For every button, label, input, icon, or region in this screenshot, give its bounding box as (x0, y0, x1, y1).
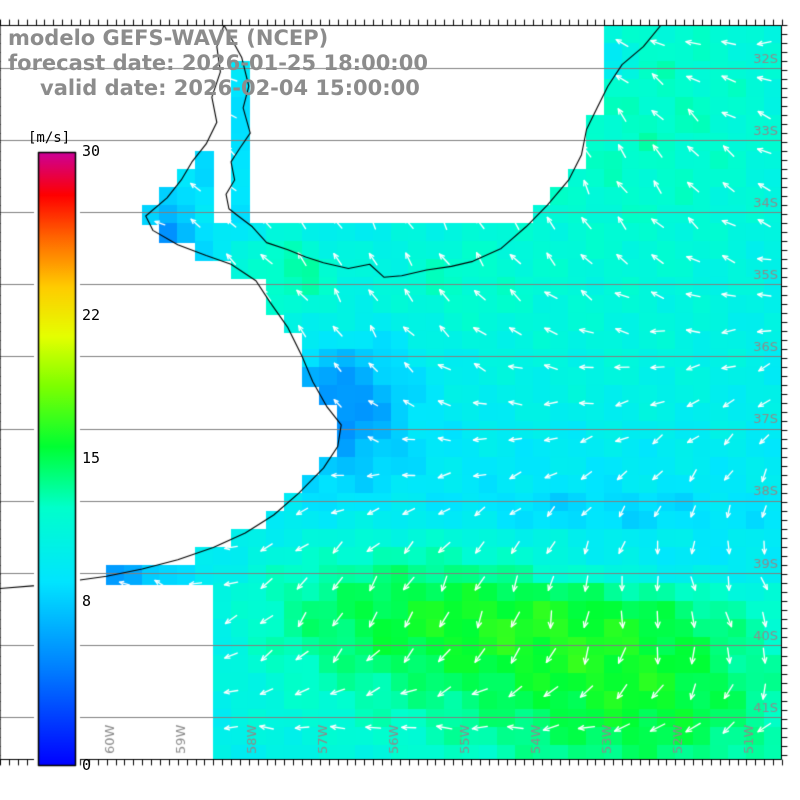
colorbar-unit-label: [m/s] (28, 130, 71, 146)
colorbar-tick-22: 22 (82, 305, 101, 324)
colorbar-tick-8: 8 (82, 592, 92, 611)
colorbar-tick-15: 15 (82, 449, 101, 467)
colorbar-tick-30: 30 (82, 142, 101, 160)
colorbar-tick-0: 0 (82, 756, 92, 774)
